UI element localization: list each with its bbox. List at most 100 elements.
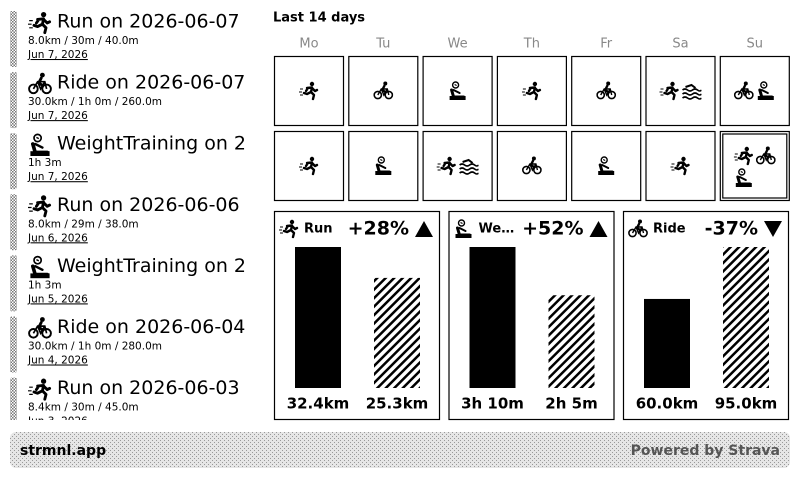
cell-box — [422, 130, 493, 202]
weekday-label: Fr — [600, 37, 613, 52]
activity-title: Run on 2026-06-03 — [57, 377, 240, 399]
bar-label: 3h 10m — [461, 395, 524, 413]
activity-date: Jun 7, 2026 — [27, 171, 88, 183]
panel-label: Ride — [653, 222, 686, 237]
activity-date: Jun 7, 2026 — [27, 110, 88, 122]
comparison-bar — [295, 247, 341, 388]
bar-label: 32.4km — [287, 395, 350, 413]
activity-list: Run on 2026-06-07 8.0km / 30m / 40.0m Jun … — [10, 11, 246, 428]
day-cell — [571, 55, 642, 127]
activity-date: Jun 3, 2026 — [27, 416, 88, 428]
comparison-panel: Run +28% 32.4km 25.3km — [273, 210, 441, 421]
activity-icon — [28, 133, 52, 158]
comparison-panel: We… +52% 3h 10m 2h 5m — [448, 210, 615, 421]
item-bar — [10, 255, 17, 312]
day-cell — [348, 130, 419, 202]
activity-icon — [28, 316, 52, 340]
activity-stats: 8.4km / 30m / 45.0m — [28, 402, 139, 414]
cell-box — [645, 130, 716, 202]
comparison-bar — [723, 247, 769, 388]
today-box — [722, 133, 788, 199]
activity-stats: 8.0km / 30m / 40.0m — [28, 35, 139, 47]
calendar-title: Last 14 days — [273, 11, 365, 26]
activity-icon — [28, 11, 52, 35]
activity-date: Jun 6, 2026 — [27, 232, 88, 244]
day-cell — [496, 130, 567, 202]
trend-arrow — [415, 221, 433, 237]
activity-icon — [28, 194, 52, 218]
panel-change: +28% — [348, 218, 409, 240]
item-bar — [10, 316, 17, 373]
panel-change: +52% — [522, 218, 583, 240]
cell-box — [273, 130, 345, 202]
bar-label: 95.0km — [715, 395, 778, 413]
activity-icon — [28, 72, 52, 95]
activity-item: Ride on 2026-06-04 30.0km / 1h 0m / 280.0… — [10, 316, 245, 373]
footer-credit: Powered by Strava — [631, 443, 780, 459]
day-cell — [496, 55, 567, 127]
activity-date: Jun 5, 2026 — [27, 293, 88, 305]
weekday-label: Su — [747, 37, 764, 52]
activity-date: Jun 4, 2026 — [27, 355, 88, 367]
footer — [10, 432, 790, 468]
activity-title: Ride on 2026-06-04 — [57, 316, 245, 338]
trend-arrow — [589, 221, 608, 237]
day-cell — [422, 130, 493, 202]
item-bar — [10, 72, 17, 129]
comparison-bar — [469, 247, 516, 388]
comparison-bar — [644, 298, 690, 388]
activity-item: Run on 2026-06-03 8.4km / 30m / 45.0m Jun … — [10, 377, 240, 428]
activity-item: Ride on 2026-06-07 30.0km / 1h 0m / 260.0… — [10, 72, 245, 129]
calendar: Mo Tu We Th Fr Sa Su — [273, 37, 790, 202]
cell-box — [273, 55, 345, 127]
footer-brand: strmnl.app — [20, 443, 106, 459]
comparisons: Run +28% 32.4km 25.3km We… +52% 3h 10m 2h 5m Rid… — [273, 210, 790, 421]
day-cell — [273, 55, 345, 127]
activity-title: WeightTraining on 2 — [57, 133, 246, 155]
activity-item: Run on 2026-06-07 8.0km / 30m / 40.0m Jun … — [10, 11, 240, 67]
activity-title: WeightTraining on 2 — [57, 255, 246, 277]
activity-item: WeightTraining on 2 1h 3m Jun 5, 2026 — [10, 255, 246, 312]
item-bar — [10, 11, 17, 67]
comparison-panel: Ride -37% 60.0km 95.0km — [622, 210, 790, 421]
item-bar — [10, 194, 17, 251]
activity-stats: 8.0km / 29m / 38.0m — [28, 218, 139, 230]
panel-label: We… — [479, 222, 515, 237]
activity-title: Run on 2026-06-07 — [57, 11, 240, 33]
item-bar — [10, 133, 17, 190]
bar-label: 25.3km — [366, 395, 429, 413]
activity-stats: 1h 3m — [28, 279, 62, 291]
bar-label: 60.0km — [636, 395, 699, 413]
day-cell — [273, 130, 345, 202]
activity-date: Jun 7, 2026 — [27, 49, 88, 61]
activity-stats: 30.0km / 1h 0m / 260.0m — [28, 96, 162, 108]
day-cell — [719, 130, 790, 202]
trend-arrow — [764, 221, 782, 237]
cell-box — [719, 55, 790, 127]
activity-title: Run on 2026-06-06 — [57, 194, 240, 216]
activity-icon — [28, 255, 52, 280]
day-cell — [645, 55, 716, 127]
bar-label: 2h 5m — [545, 395, 597, 413]
activity-title: Ride on 2026-06-07 — [57, 72, 245, 94]
activity-stats: 1h 3m — [28, 157, 62, 169]
comparison-bar — [548, 295, 595, 388]
day-cell — [571, 130, 642, 202]
cell-box — [645, 55, 716, 127]
activity-item: WeightTraining on 2 1h 3m Jun 7, 2026 — [10, 133, 246, 190]
day-cell — [645, 130, 716, 202]
panel-change: -37% — [705, 218, 758, 240]
comparison-bar — [374, 277, 420, 388]
panel-label: Run — [304, 222, 333, 237]
weekday-label: We — [448, 37, 468, 52]
activity-icon — [28, 377, 52, 401]
day-cell — [348, 55, 419, 127]
cell-box — [719, 130, 790, 202]
day-cell — [719, 55, 790, 127]
day-cell — [422, 55, 493, 127]
item-bar — [10, 377, 17, 420]
activity-item: Run on 2026-06-06 8.0km / 29m / 38.0m Jun … — [10, 194, 240, 251]
weekday-label: Mo — [299, 37, 318, 52]
weekday-label: Tu — [375, 37, 390, 52]
